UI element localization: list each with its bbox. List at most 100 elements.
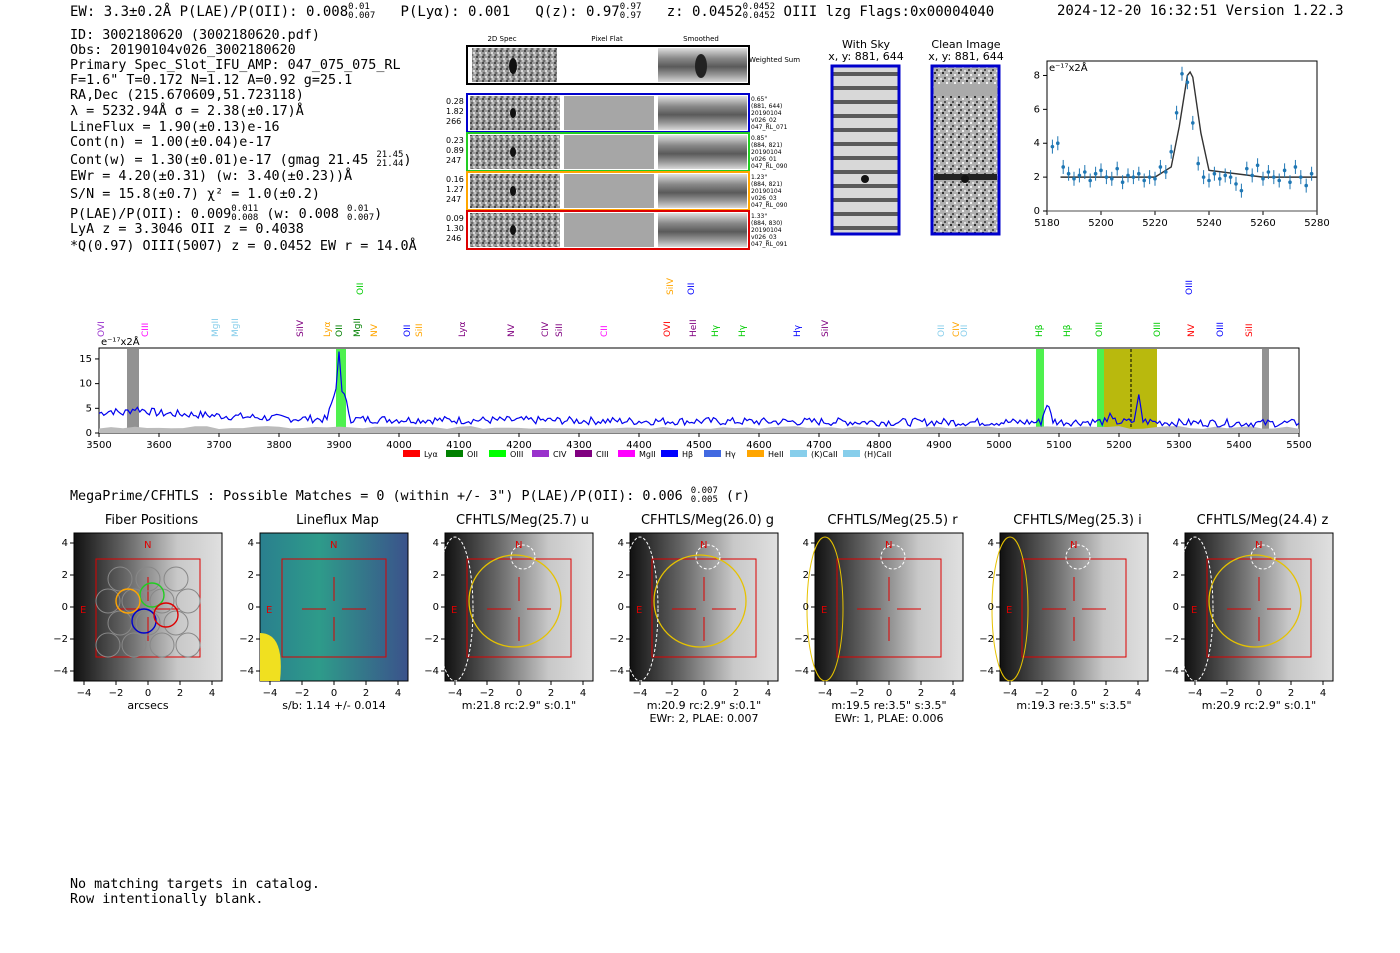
fiber-row-emission (510, 225, 516, 235)
panel-xtick-label: 4 (580, 688, 586, 699)
spectral-line-label: SiIV (821, 319, 831, 337)
info-ewr: EWr = 4.20(±0.31) (w: 3.40(±0.23))Å (70, 169, 353, 184)
fiber-row-meta: v026_01 (751, 156, 777, 163)
spectral-line-label: SiIV (296, 319, 306, 337)
spectral-line-label: MgII (353, 318, 363, 337)
zoom-data-point (1309, 171, 1314, 176)
spectrum-legend: Lyα OII OIII CIV CIII MgII Hβ Hγ HeII (K)CaII (H)C… (403, 450, 891, 459)
zoom-xtick-label: 5260 (1250, 218, 1275, 229)
east-label: E (80, 605, 86, 616)
spectrum-xtick-label: 4000 (386, 440, 411, 451)
imaging-panel-caption: m:20.9 rc:2.9" s:0.1" (1202, 699, 1317, 712)
zoom-data-point (1153, 177, 1157, 181)
spectral-line-label: MgII (231, 318, 241, 337)
zoom-data-point (1266, 170, 1271, 174)
header-qz: Q(z): 0.97 (535, 4, 620, 20)
imaging-panel-caption: m:19.5 re:3.5" s:3.5" (831, 699, 946, 712)
legend-swatch (747, 450, 764, 457)
spectrum-xtick-label: 4400 (626, 440, 651, 451)
fiber-row-meta: 20190104 (751, 188, 782, 195)
panel-ytick-label: 2 (1173, 570, 1179, 581)
spectrum-xtick-label: 3800 (266, 440, 291, 451)
legend-label: CIV (553, 450, 567, 459)
zoom-data-point (1158, 165, 1163, 169)
zoom-xtick-label: 5280 (1304, 218, 1329, 229)
panel-ytick-label: −2 (980, 634, 994, 645)
header-z-sup: 0.0452 (742, 2, 776, 12)
fiber-row-emission (510, 108, 516, 118)
fiber-row-smoothed (658, 213, 747, 247)
spectral-line-label: OII (356, 283, 366, 295)
neighbor-ellipse (695, 544, 721, 570)
zoom-data-point (1056, 141, 1060, 146)
north-label: N (330, 540, 337, 551)
fiber-row-stat: 1.27 (446, 185, 464, 194)
fiber-row-meta: 047_RL_071 (751, 124, 788, 131)
panel-ytick-label: 4 (248, 538, 254, 549)
spectral-line-label: OIII (1185, 280, 1195, 295)
panel-xtick-label: 4 (395, 688, 401, 699)
aperture-box (651, 558, 757, 658)
panel-ytick-label: −4 (240, 666, 254, 677)
imaging-panel-image (999, 532, 1149, 682)
spectrum-xtick-label: 4900 (926, 440, 951, 451)
zoom-data-point (1277, 178, 1281, 183)
legend-label: Hβ (682, 450, 693, 459)
clean-image-gap (934, 84, 997, 96)
aperture-ellipse (468, 554, 562, 648)
spectrum-xtick-label: 5200 (1106, 440, 1131, 451)
spectral-line-label: NV (1187, 323, 1197, 337)
spectrum-axes: 3500 3600 3700 3800 3900 4000 4100 4200 4300 4400… (79, 354, 1311, 451)
fiber-row-meta: 0.85" (751, 135, 767, 142)
with-sky-xy: x, y: 881, 644 (828, 50, 904, 63)
spectrum-xtick-label: 3700 (206, 440, 231, 451)
zoom-data-point (1299, 175, 1303, 179)
panel-ytick-label: 4 (988, 538, 994, 549)
panel-ytick-label: −4 (1165, 666, 1179, 677)
fiber-row-meta: 1.23" (751, 174, 767, 181)
info-contw-sup: 21.45 (376, 150, 404, 160)
header-z: z: 0.0452 (666, 4, 743, 20)
spectral-line-label: OIII (1095, 322, 1105, 337)
panel-xtick-label: −4 (818, 688, 833, 699)
panel-xtick-label: 4 (950, 688, 956, 699)
spectrum-ytick-label: 15 (79, 354, 92, 365)
zoom-data-point (1110, 177, 1114, 181)
weighted-sum-emission (509, 58, 517, 74)
fiber-circle (175, 588, 201, 614)
fiber-row-meta: 047_RL_090 (751, 163, 788, 170)
fiber-row-meta: (884, 821) (751, 142, 782, 149)
spectral-line-label: HeII (689, 319, 699, 337)
spectral-line-label: SiIV (666, 277, 676, 295)
zoom-data-point (1304, 183, 1308, 188)
panel-ytick-label: 0 (433, 602, 439, 613)
panel-xtick-label: 4 (209, 688, 215, 699)
zoom-chart-marks (1050, 66, 1317, 198)
fiber-row-pixelflat (564, 135, 654, 169)
imaging-panel-caption: arcsecs (127, 699, 169, 712)
zoom-data-point (1169, 149, 1173, 154)
info-slot: Primary Spec_Slot_IFU_AMP: 047_075_075_R… (70, 58, 401, 73)
fiber-circle (95, 632, 121, 658)
imaging-panel-title: CFHTLS/Meg(24.4) z (1196, 513, 1329, 528)
header-z-sub: 0.0452 (742, 11, 776, 21)
fiber-circle (121, 632, 147, 658)
zoom-data-point (1245, 166, 1249, 171)
zoom-ytick-label: 8 (1034, 70, 1040, 81)
imaging-panel-title: CFHTLS/Meg(25.5) r (827, 513, 958, 528)
zoom-data-point (1228, 175, 1233, 179)
info-plae-text: P(LAE)/P(OII): 0.009 (70, 207, 232, 222)
panel-xtick-label: 2 (1288, 688, 1294, 699)
zoom-chart-axes: 5180 5200 5220 5240 5260 5280 0 2 4 6 8 (1034, 70, 1330, 229)
info-contw-sub: 21.44 (376, 159, 404, 169)
fiber-circle-highlight (115, 588, 141, 614)
zoom-data-point (1255, 163, 1260, 168)
zoom-data-point (1223, 173, 1227, 178)
zoom-data-point (1077, 173, 1082, 178)
spectral-line-label: CII (600, 325, 610, 337)
fiber-row-meta: v026_02 (751, 117, 777, 124)
legend-swatch (403, 450, 420, 457)
spectrum-xtick-label: 4600 (746, 440, 771, 451)
spectral-line-label: NV (370, 323, 380, 337)
fiber-row-stat: 247 (446, 195, 461, 204)
